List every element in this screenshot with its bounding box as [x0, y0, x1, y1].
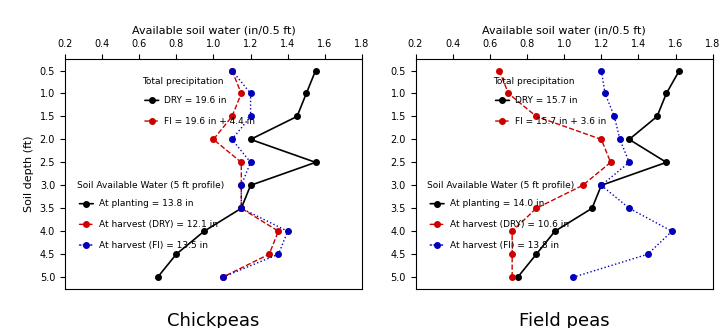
Y-axis label: Soil depth (ft): Soil depth (ft): [24, 135, 34, 212]
Text: At harvest (DRY) = 12.1 in: At harvest (DRY) = 12.1 in: [99, 220, 218, 229]
X-axis label: Available soil water (in/0.5 ft): Available soil water (in/0.5 ft): [482, 26, 646, 36]
Text: Soil Available Water (5 ft profile): Soil Available Water (5 ft profile): [428, 181, 575, 190]
X-axis label: Available soil water (in/0.5 ft): Available soil water (in/0.5 ft): [132, 26, 295, 36]
Text: At harvest (DRY) = 10.6 in: At harvest (DRY) = 10.6 in: [450, 220, 569, 229]
Text: At planting = 14.0 in: At planting = 14.0 in: [450, 199, 544, 208]
Text: At harvest (FI) = 13.5 in: At harvest (FI) = 13.5 in: [99, 240, 208, 250]
Text: FI = 15.7 in + 3.6 in: FI = 15.7 in + 3.6 in: [515, 116, 606, 126]
Text: Field peas: Field peas: [519, 312, 610, 328]
Text: At planting = 13.8 in: At planting = 13.8 in: [99, 199, 194, 208]
Text: DRY = 19.6 in: DRY = 19.6 in: [164, 96, 227, 105]
Text: At harvest (FI) = 13.8 in: At harvest (FI) = 13.8 in: [450, 240, 559, 250]
Text: Soil Available Water (5 ft profile): Soil Available Water (5 ft profile): [77, 181, 224, 190]
Text: Total precipitation: Total precipitation: [142, 77, 224, 86]
Text: Total precipitation: Total precipitation: [492, 77, 575, 86]
Text: DRY = 15.7 in: DRY = 15.7 in: [515, 96, 577, 105]
Text: Chickpeas: Chickpeas: [167, 312, 260, 328]
Text: FI = 19.6 in + 4.4 in: FI = 19.6 in + 4.4 in: [164, 116, 256, 126]
